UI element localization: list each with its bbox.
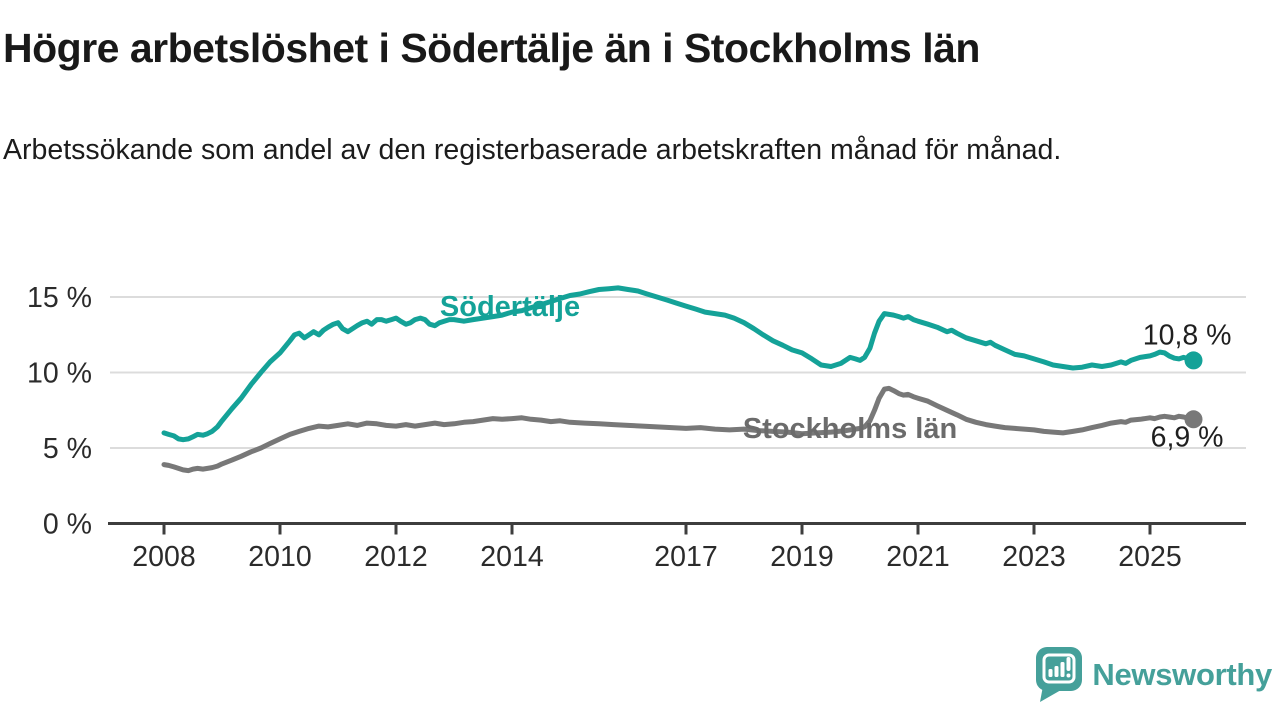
newsworthy-logo-icon <box>1036 647 1083 702</box>
page-title: Högre arbetslöshet i Södertälje än i Sto… <box>3 25 980 71</box>
x-axis-tick-label: 2014 <box>480 541 544 573</box>
series-end-dot-stockholms-l-n <box>1184 410 1203 429</box>
y-axis-tick-label: 5 % <box>43 433 92 465</box>
series-label-stockholms-l-n: Stockholms län <box>743 413 957 445</box>
y-axis-tick-label: 0 % <box>43 509 92 541</box>
x-axis-tick-label: 2021 <box>886 541 949 573</box>
series-line-s-dert-lje <box>161 285 1196 443</box>
series-end-dot-s-dert-lje <box>1184 351 1203 370</box>
x-axis-tick-label: 2010 <box>248 541 311 573</box>
newsworthy-logo-text: Newsworthy <box>1092 657 1272 692</box>
y-axis-tick-label: 10 % <box>27 358 92 390</box>
series-label-s-dert-lje: Södertälje <box>440 291 580 323</box>
newsworthy-branding: Newsworthy <box>1035 645 1272 705</box>
page-subtitle: Arbetssökande som andel av den registerb… <box>3 134 1062 166</box>
x-axis-tick-label: 2019 <box>770 541 833 573</box>
x-axis-tick-label: 2012 <box>364 541 427 573</box>
series-end-value-s-dert-lje: 10,8 % <box>1143 319 1232 351</box>
x-axis-tick-label: 2008 <box>132 541 195 573</box>
series-line-stockholms-l-n <box>161 385 1196 474</box>
y-axis-tick-label: 15 % <box>27 282 92 314</box>
x-axis-tick-label: 2025 <box>1118 541 1181 573</box>
x-axis-tick-label: 2017 <box>654 541 717 573</box>
series-end-value-stockholms-l-n: 6,9 % <box>1151 421 1224 453</box>
x-axis-tick-label: 2023 <box>1002 541 1065 573</box>
